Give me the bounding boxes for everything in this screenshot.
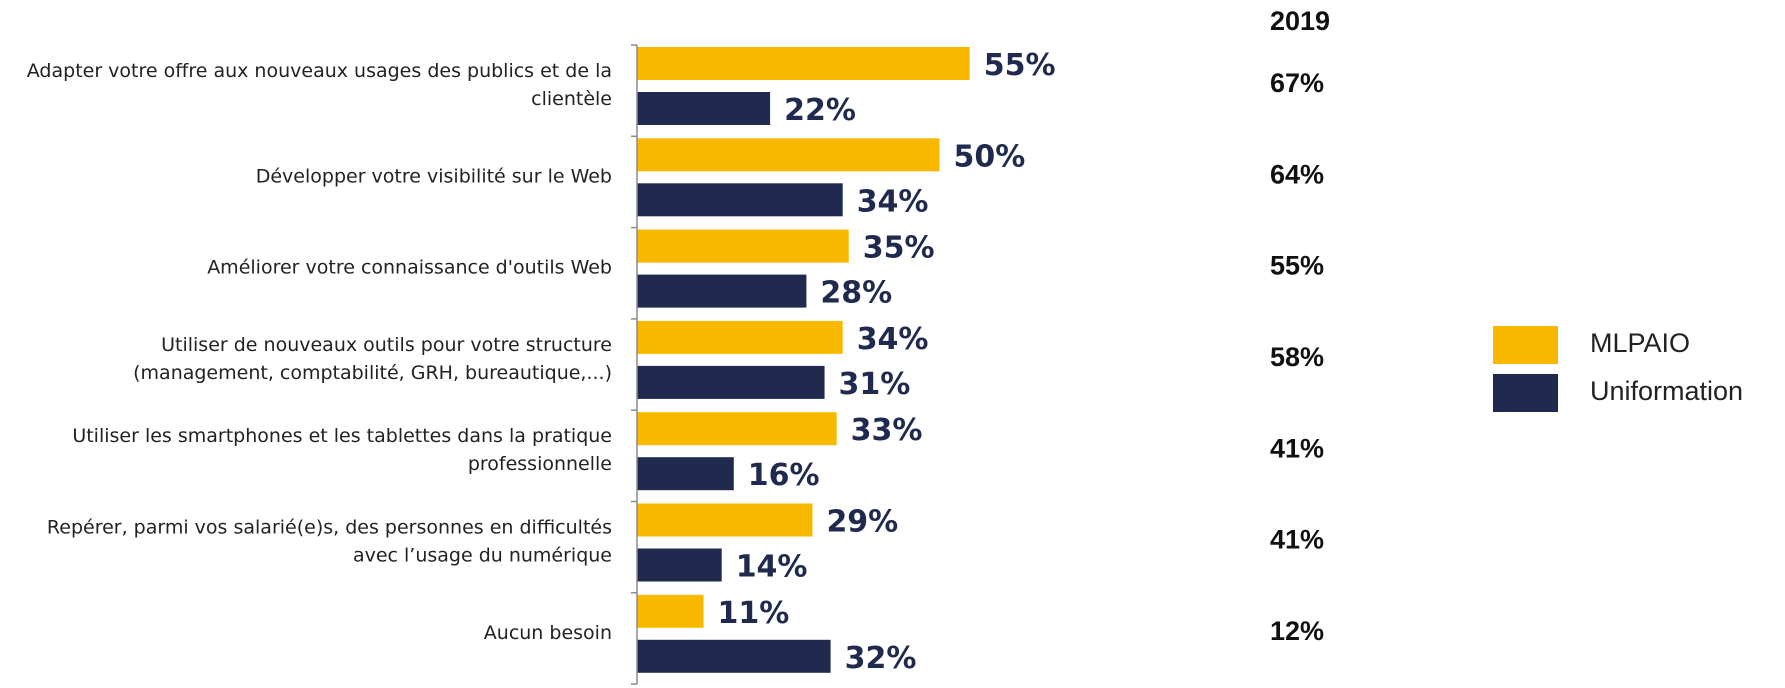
value-label: 33% bbox=[851, 413, 923, 448]
bar bbox=[637, 503, 813, 537]
value-label: 16% bbox=[748, 458, 820, 493]
bar bbox=[637, 320, 843, 354]
bar bbox=[637, 412, 837, 446]
value-label: 35% bbox=[863, 231, 935, 266]
legend-swatch bbox=[1493, 374, 1558, 412]
year-value: 67% bbox=[1270, 68, 1324, 98]
bar bbox=[637, 639, 831, 673]
value-label: 32% bbox=[845, 641, 917, 676]
category-label: Adapter votre offre aux nouveaux usages … bbox=[27, 60, 612, 110]
category-label: Utiliser de nouveaux outils pour votre s… bbox=[133, 333, 612, 383]
year-value: 64% bbox=[1270, 159, 1324, 189]
bar bbox=[637, 183, 843, 217]
legend-label: MLPAIO bbox=[1590, 328, 1690, 358]
bar bbox=[637, 548, 722, 582]
category-label: Développer votre visibilité sur le Web bbox=[256, 165, 612, 187]
year-value: 41% bbox=[1270, 525, 1324, 555]
bar bbox=[637, 47, 970, 80]
year-value: 58% bbox=[1270, 342, 1324, 372]
year-value: 12% bbox=[1270, 616, 1324, 646]
legend-swatch bbox=[1493, 326, 1558, 364]
bar bbox=[637, 457, 734, 491]
bar bbox=[637, 365, 825, 399]
value-label: 14% bbox=[736, 550, 808, 585]
year-title: 2019 bbox=[1270, 6, 1330, 36]
value-label: 34% bbox=[857, 184, 929, 219]
bar bbox=[637, 138, 940, 172]
category-label: Améliorer votre connaissance d'outils We… bbox=[207, 256, 612, 278]
bar bbox=[637, 92, 771, 125]
year-value: 41% bbox=[1270, 433, 1324, 463]
category-label: Utiliser les smartphones et les tablette… bbox=[72, 425, 612, 475]
value-label: 55% bbox=[984, 48, 1056, 83]
value-label: 50% bbox=[954, 139, 1026, 174]
year-value: 55% bbox=[1270, 251, 1324, 281]
category-label: Aucun besoin bbox=[484, 621, 612, 643]
value-label: 22% bbox=[784, 93, 856, 128]
value-label: 28% bbox=[820, 276, 892, 311]
bar bbox=[637, 229, 849, 263]
bar bbox=[637, 594, 704, 628]
value-label: 31% bbox=[839, 367, 911, 402]
category-label: Repérer, parmi vos salarié(e)s, des pers… bbox=[47, 516, 612, 566]
value-label: 11% bbox=[718, 596, 790, 631]
value-label: 29% bbox=[826, 505, 898, 540]
legend-label: Uniformation bbox=[1590, 376, 1743, 406]
value-label: 34% bbox=[857, 322, 929, 357]
bar bbox=[637, 274, 807, 308]
